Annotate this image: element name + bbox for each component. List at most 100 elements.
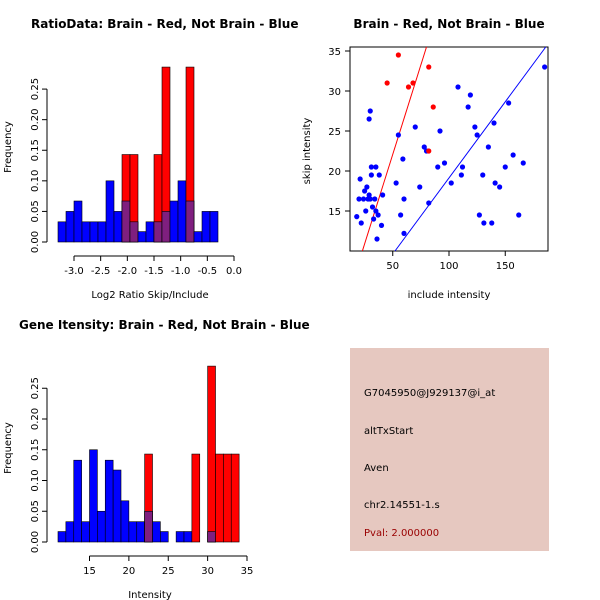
not-brain-bar <box>160 531 169 543</box>
scatter-fit-lines <box>361 46 547 252</box>
x-tick-label: -3.0 <box>64 266 84 277</box>
y-tick-label: 30 <box>328 87 341 98</box>
not-brain-bar <box>73 200 83 243</box>
brain-point <box>405 84 412 90</box>
not-brain-point <box>371 216 377 222</box>
not-brain-point <box>476 212 482 218</box>
not-brain-point <box>393 180 399 186</box>
not-brain-point <box>458 172 464 178</box>
intensity-histogram-xlabel: Intensity <box>128 590 172 600</box>
overlap-bar <box>129 221 139 243</box>
not-brain-point <box>373 164 379 170</box>
not-brain-bar <box>81 521 90 543</box>
not-brain-point <box>497 184 503 190</box>
not-brain-fit-line <box>394 46 547 252</box>
brain-bar <box>230 453 240 543</box>
not-brain-bar <box>73 459 82 543</box>
y-tick-label: 0.15 <box>30 439 41 461</box>
overlap-bar <box>185 200 195 243</box>
ratio-histogram-xlabel: Log2 Ratio Skip/Include <box>91 290 208 301</box>
overlap-bar <box>207 531 216 543</box>
not-brain-bar <box>57 221 67 243</box>
x-tick-label: -1.0 <box>171 266 191 277</box>
ratio-histogram-title: RatioData: Brain - Red, Not Brain - Blue <box>31 17 298 31</box>
genomic-location: chr2.14551-1.s <box>364 500 440 511</box>
not-brain-point <box>506 100 512 106</box>
not-brain-bar <box>137 231 147 243</box>
not-brain-bar <box>104 459 114 543</box>
not-brain-point <box>459 164 466 170</box>
brain-point <box>426 64 432 70</box>
x-tick-label: 35 <box>241 566 254 577</box>
not-brain-point <box>373 208 379 214</box>
x-tick-label: 30 <box>201 566 214 577</box>
not-brain-point <box>448 180 454 186</box>
not-brain-point <box>421 144 427 150</box>
not-brain-bar <box>145 221 155 243</box>
not-brain-point <box>474 132 480 138</box>
probe-id: G7045950@J929137@i_at <box>364 388 495 399</box>
ratio-histogram-axes: -3.0 -2.5 -2.0 -1.5 -1.0 -0.5 0.0 0.00 0.05 0.10 0… <box>30 78 242 277</box>
intensity-histogram-title: Gene Itensity: Brain - Red, Not Brain - … <box>19 318 310 332</box>
x-tick-label: 20 <box>123 566 136 577</box>
y-tick-label: 25 <box>328 127 341 138</box>
brain-point <box>430 104 436 110</box>
ratio-histogram: RatioData: Brain - Red, Not Brain - Blue… <box>3 17 298 301</box>
not-brain-bar <box>105 180 115 243</box>
intensity-histogram-bars <box>57 365 240 543</box>
not-brain-bar <box>136 521 145 543</box>
not-brain-point <box>367 196 373 202</box>
not-brain-point <box>366 192 372 198</box>
not-brain-point <box>472 124 478 130</box>
x-tick-label: 15 <box>83 566 96 577</box>
p-value: Pval: 2.000000 <box>364 528 439 539</box>
not-brain-point <box>400 156 406 162</box>
event-type: altTxStart <box>364 426 413 437</box>
ratio-histogram-bars <box>57 66 219 243</box>
not-brain-point <box>520 160 526 166</box>
not-brain-bar <box>65 211 75 243</box>
x-tick-label: 50 <box>386 261 399 272</box>
not-brain-bar <box>112 469 122 543</box>
not-brain-point <box>360 196 367 202</box>
not-brain-bar <box>57 531 67 543</box>
not-brain-point <box>357 176 363 182</box>
not-brain-point <box>376 172 382 178</box>
not-brain-bar <box>152 521 161 543</box>
not-brain-point <box>362 188 368 194</box>
scatter-axes: 50 100 150 15 20 25 30 35 <box>328 47 515 272</box>
brain-point <box>384 80 390 86</box>
brain-point <box>395 52 401 58</box>
not-brain-point <box>417 184 423 190</box>
not-brain-point <box>378 222 385 228</box>
overlap-bar <box>153 221 163 243</box>
overlap-bar <box>161 211 171 243</box>
y-tick-label: 15 <box>328 207 341 218</box>
not-brain-bar <box>169 200 179 243</box>
not-brain-bar <box>183 531 193 543</box>
not-brain-point <box>492 180 498 186</box>
x-tick-label: 25 <box>162 566 175 577</box>
not-brain-bar <box>201 211 211 243</box>
not-brain-point <box>489 220 495 226</box>
y-tick-label: 0.20 <box>30 109 41 131</box>
intensity-scatter: Brain - Red, Not Brain - Blue include in… <box>302 17 549 301</box>
not-brain-point <box>354 214 360 220</box>
not-brain-point <box>437 128 443 134</box>
not-brain-point <box>502 164 508 170</box>
not-brain-point <box>516 212 522 218</box>
not-brain-point <box>441 160 448 166</box>
brain-bar <box>191 453 201 543</box>
not-brain-point <box>481 220 487 226</box>
y-tick-label: 0.15 <box>30 139 41 161</box>
scatter-title: Brain - Red, Not Brain - Blue <box>353 17 544 31</box>
not-brain-bar <box>97 221 107 243</box>
y-tick-label: 0.00 <box>30 531 41 553</box>
scatter-xlabel: include intensity <box>408 290 491 301</box>
x-tick-label: -1.5 <box>144 266 164 277</box>
gene-name: Aven <box>364 463 389 474</box>
not-brain-bar <box>128 521 138 543</box>
not-brain-bar <box>113 211 123 243</box>
y-tick-label: 0.05 <box>30 200 41 222</box>
